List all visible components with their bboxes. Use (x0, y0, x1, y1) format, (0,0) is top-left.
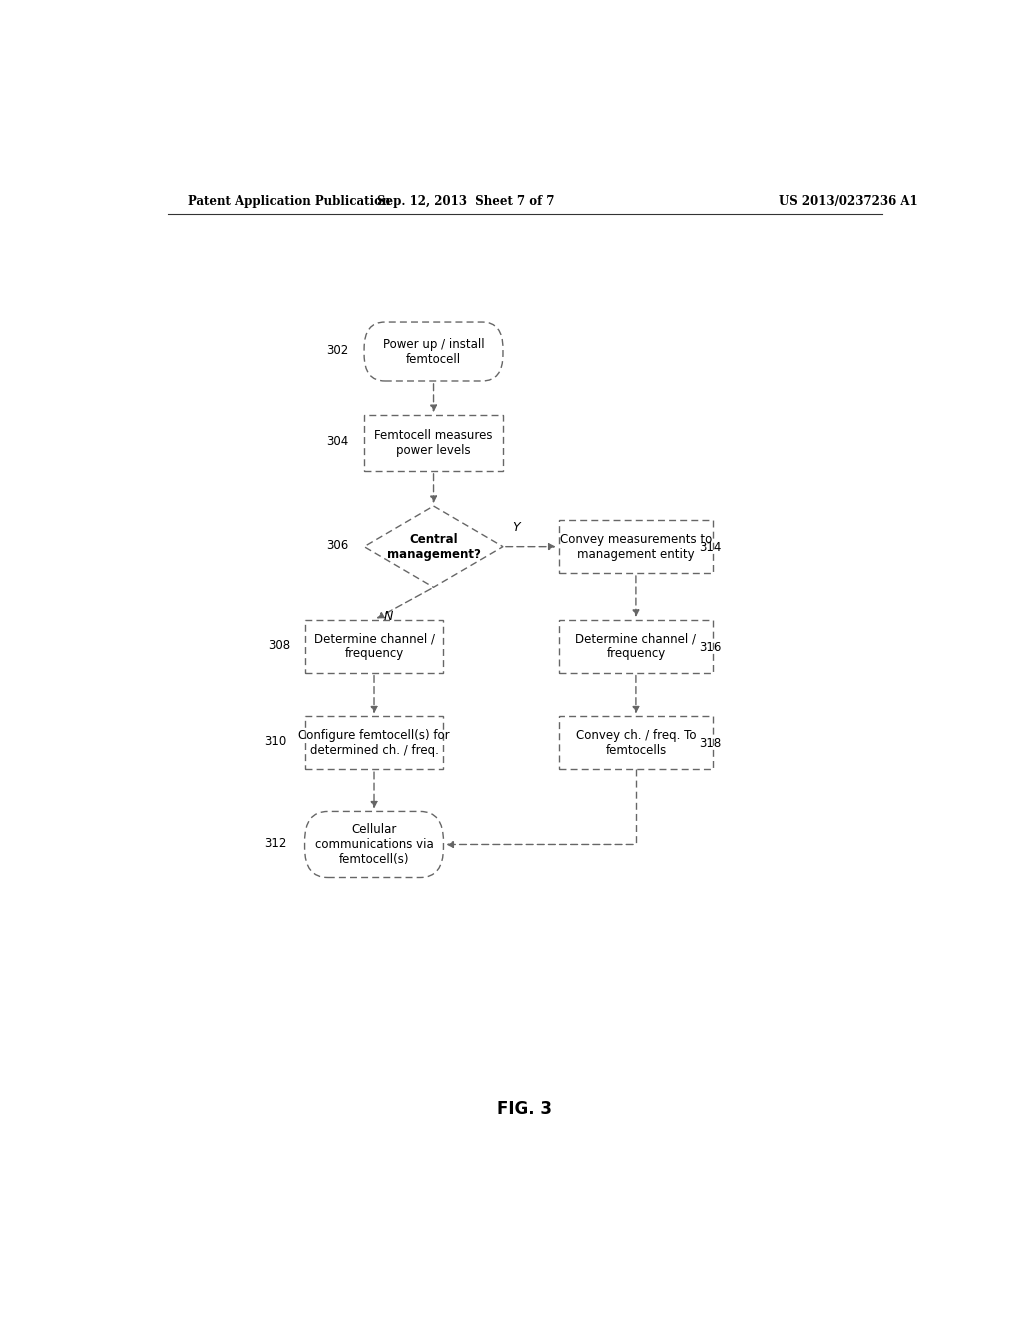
Text: Power up / install
femtocell: Power up / install femtocell (383, 338, 484, 366)
Text: 306: 306 (327, 539, 348, 552)
Text: 316: 316 (699, 640, 722, 653)
Text: Convey ch. / freq. To
femtocells: Convey ch. / freq. To femtocells (575, 729, 696, 756)
FancyBboxPatch shape (304, 812, 443, 878)
Text: Configure femtocell(s) for
determined ch. / freq.: Configure femtocell(s) for determined ch… (298, 729, 450, 756)
FancyBboxPatch shape (558, 520, 714, 573)
Polygon shape (365, 506, 503, 587)
FancyBboxPatch shape (304, 717, 443, 770)
FancyBboxPatch shape (365, 322, 503, 381)
Text: Determine channel /
frequency: Determine channel / frequency (313, 632, 434, 660)
Text: Convey measurements to
management entity: Convey measurements to management entity (560, 533, 712, 561)
Text: 302: 302 (327, 345, 348, 356)
Text: Determine channel /
frequency: Determine channel / frequency (575, 632, 696, 660)
FancyBboxPatch shape (558, 620, 714, 673)
Text: Femtocell measures
power levels: Femtocell measures power levels (375, 429, 493, 457)
Text: 310: 310 (264, 735, 287, 748)
Text: 314: 314 (699, 541, 722, 554)
Text: Cellular
communications via
femtocell(s): Cellular communications via femtocell(s) (314, 822, 433, 866)
Text: Y: Y (512, 521, 520, 535)
Text: N: N (384, 610, 393, 623)
Text: Central
management?: Central management? (387, 533, 480, 561)
FancyBboxPatch shape (558, 717, 714, 770)
Text: 318: 318 (699, 738, 722, 750)
Text: 312: 312 (264, 837, 287, 850)
Text: Sep. 12, 2013  Sheet 7 of 7: Sep. 12, 2013 Sheet 7 of 7 (377, 194, 554, 207)
Text: 308: 308 (268, 639, 291, 652)
Text: Patent Application Publication: Patent Application Publication (187, 194, 390, 207)
FancyBboxPatch shape (365, 414, 503, 471)
FancyBboxPatch shape (304, 620, 443, 673)
Text: FIG. 3: FIG. 3 (498, 1100, 552, 1118)
Text: US 2013/0237236 A1: US 2013/0237236 A1 (778, 194, 918, 207)
Text: 304: 304 (327, 436, 348, 449)
